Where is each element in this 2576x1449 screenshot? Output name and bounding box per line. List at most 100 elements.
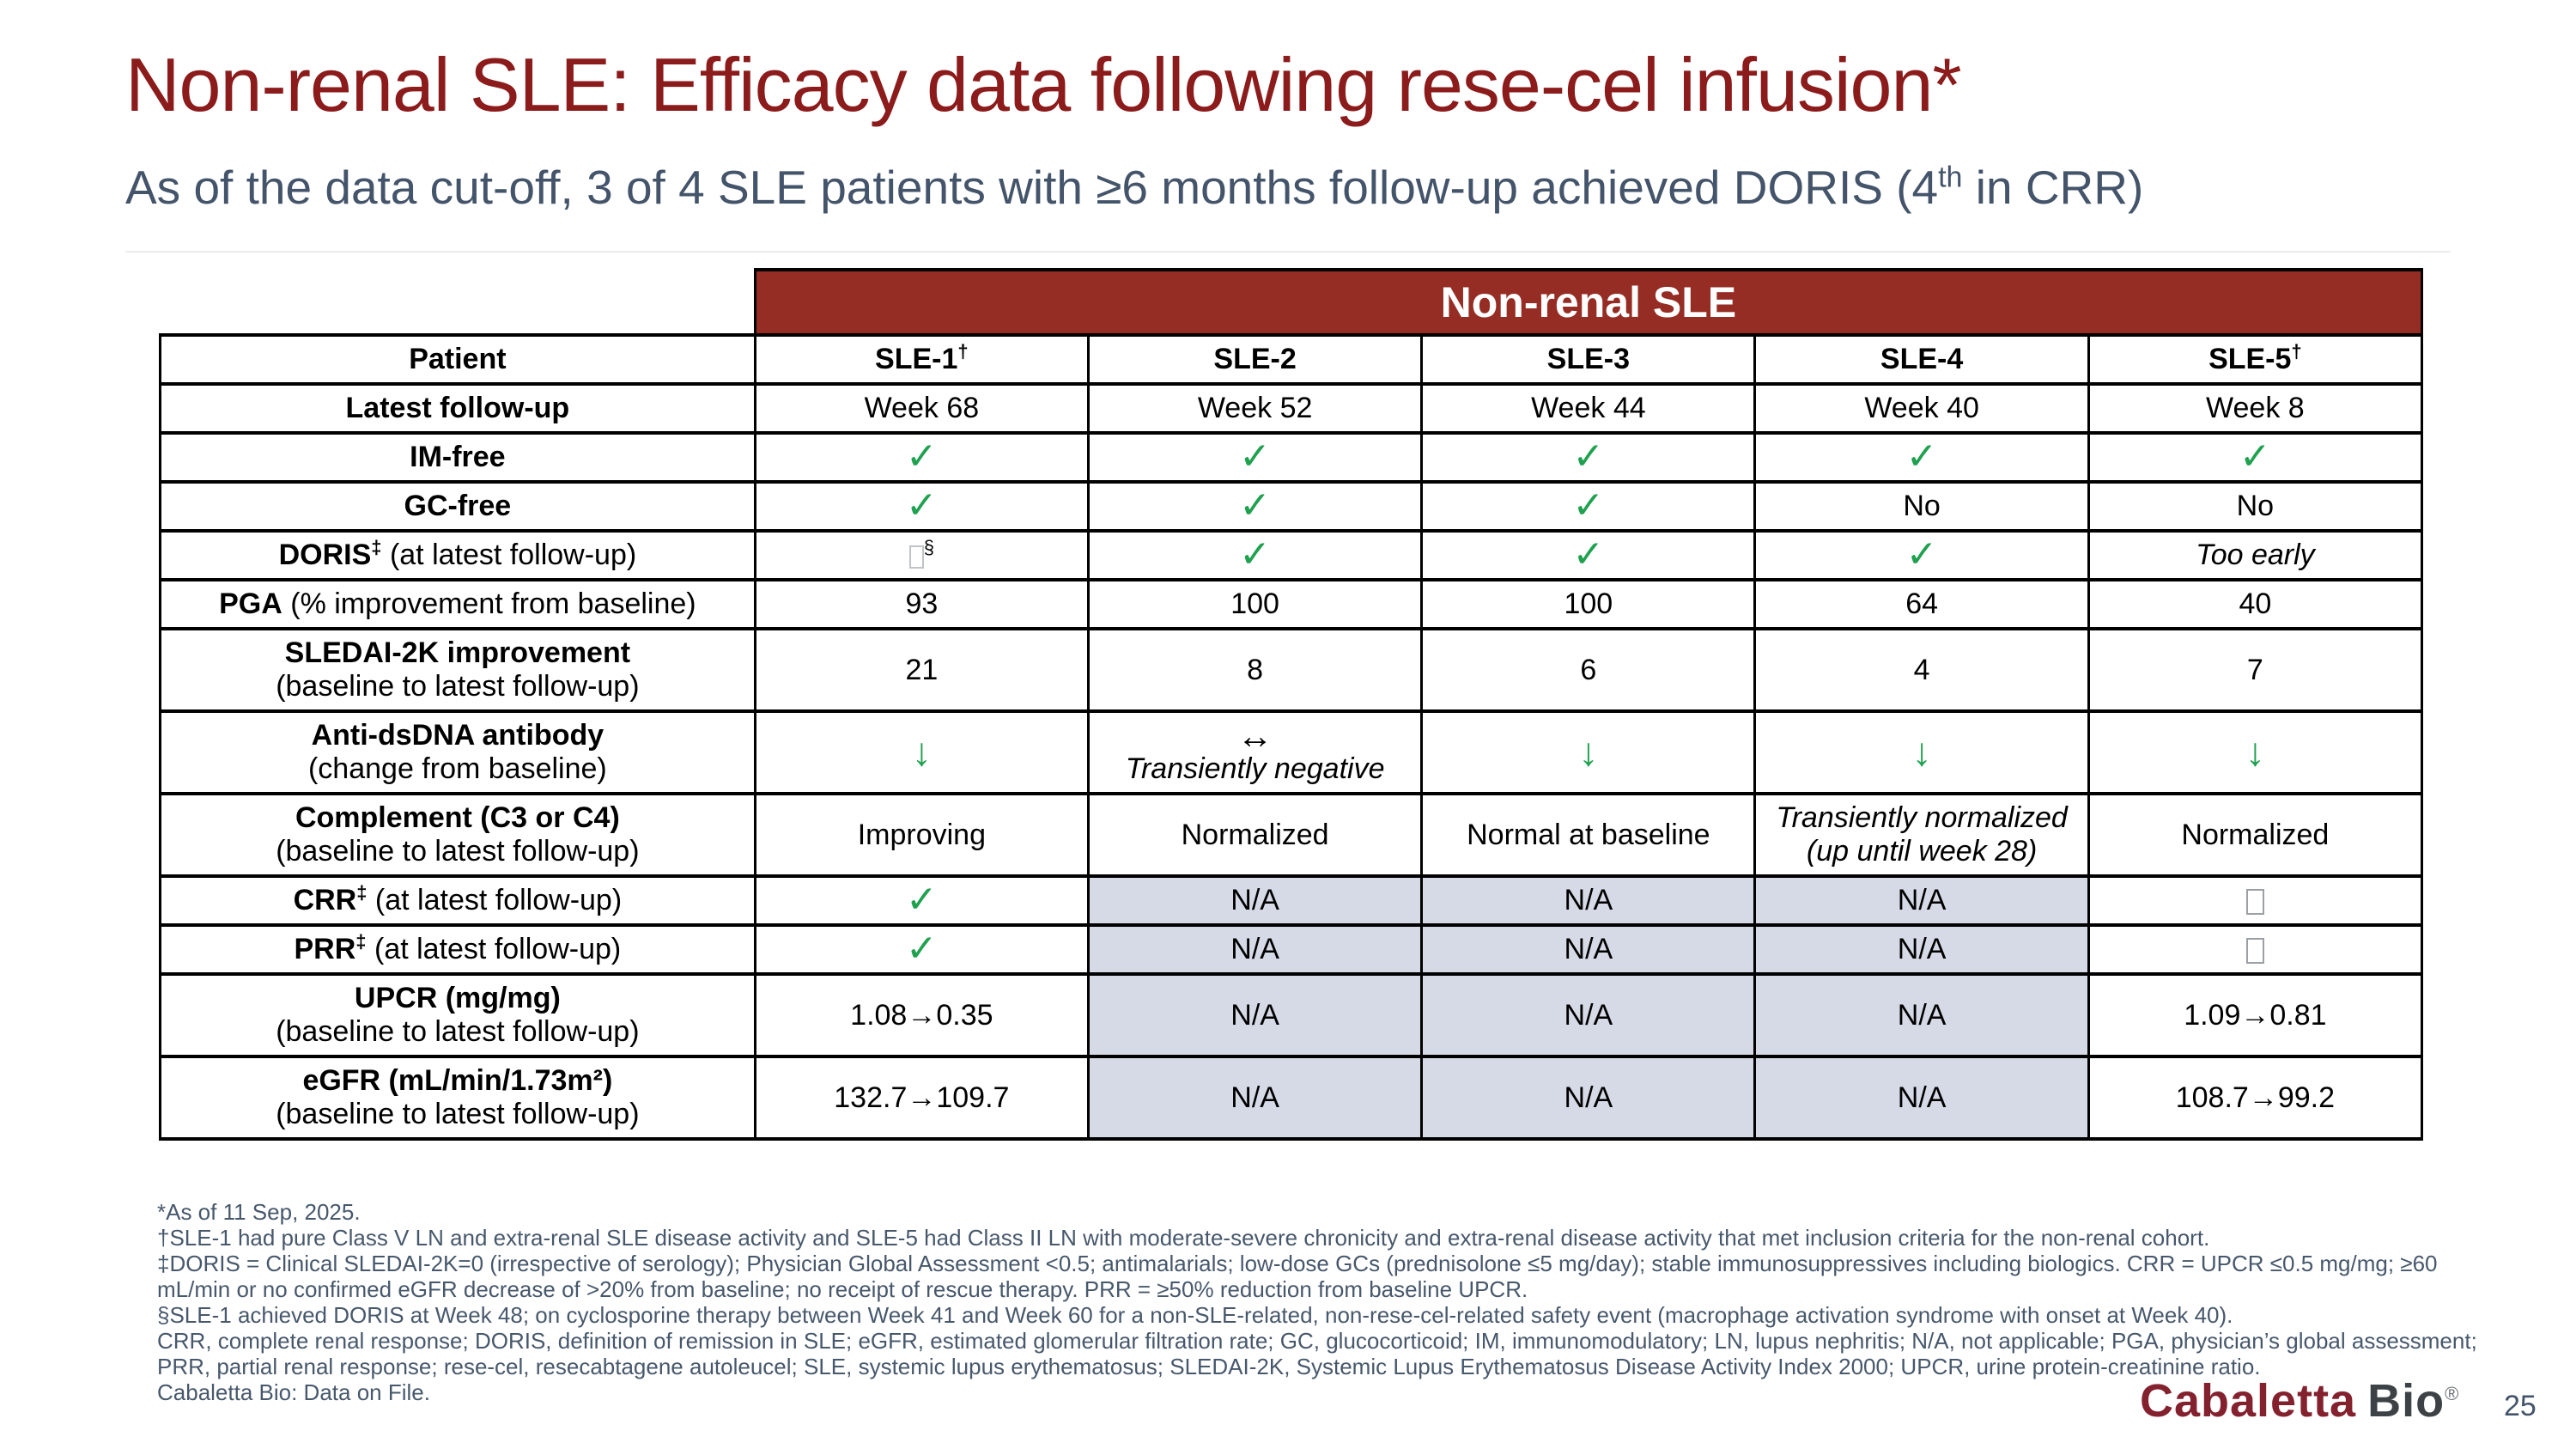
footnote-cohort-criteria: †SLE-1 had pure Class V LN and extra-ren… [157,1225,2210,1251]
header-divider [125,251,2451,253]
column-header-sle-2: SLE-2 [1086,333,1424,386]
row-label-crr: CRR‡ (at latest follow-up) [159,874,756,927]
cell-italic-text: Transiently negative [1125,752,1385,786]
cell-im-free-sle-2: ✓ [1086,431,1424,484]
checkmark-icon: ✓ [1239,533,1272,575]
row-label-sledai-2k: SLEDAI-2K improvement (baseline to latest… [159,627,756,713]
column-header-label: Patient [409,343,507,375]
cell-complement-sle-3: Normal at baseline [1420,792,1757,878]
cell-anti-dsdna-sle-3: ↓ [1420,709,1757,795]
missing-glyph-box [908,545,924,569]
cell-doris-sle-1: § [753,529,1090,581]
checkmark-icon: ✓ [1239,435,1272,478]
cell-egfr-sle-2: N/A [1086,1055,1424,1141]
cell-gc-free-sle-1: ✓ [753,480,1090,533]
cell-prr-sle-1: ✓ [753,923,1090,976]
cell-im-free-sle-1: ✓ [753,431,1090,484]
column-header-label: SLE-4 [1880,343,1964,375]
cell-prr-sle-5 [2087,923,2424,976]
row-label-gc-free: GC-free [159,480,756,533]
cell-sledai-2k-sle-5: 7 [2087,627,2424,713]
cell-italic-line2: (up until week 28) [1806,835,2038,868]
cell-latest-follow-up-sle-5: Week 8 [2087,382,2424,435]
footnote-marker: ‡ [371,536,382,558]
cell-anti-dsdna-sle-4: ↓ [1753,709,2090,795]
subtitle-text-end: in CRR) [1962,161,2144,214]
row-label-im-free: IM-free [159,431,756,484]
column-header-patient: Patient [159,333,756,386]
cell-egfr-sle-4: N/A [1753,1055,2090,1141]
footnote-as-of: *As of 11 Sep, 2025. [157,1199,361,1225]
row-label-anti-dsdna: Anti-dsDNA antibody (change from baseline… [159,709,756,795]
footnote-source: Cabaletta Bio: Data on File. [157,1379,430,1405]
cell-latest-follow-up-sle-1: Week 68 [753,382,1090,435]
page-subtitle: As of the data cut-off, 3 of 4 SLE patie… [125,160,2143,215]
logo-wordmark-bio: Bio [2367,1375,2445,1427]
row-label-bold: SLEDAI-2K improvement [284,636,631,669]
cell-crr-sle-2: N/A [1086,874,1424,927]
cell-complement-sle-1: Improving [753,792,1090,878]
row-doris: DORIS‡ (at latest follow-up) § ✓ ✓ ✓ Too earl… [159,529,2424,581]
cell-doris-sle-5: Too early [2087,529,2424,581]
cell-prr-sle-3: N/A [1420,923,1757,976]
cell-egfr-sle-3: N/A [1420,1055,1757,1141]
row-label-bold: eGFR (mL/min/1.73m²) [302,1064,613,1097]
cell-prr-sle-2: N/A [1086,923,1424,976]
row-complement: Complement (C3 or C4) (baseline to latest… [159,792,2424,878]
row-gc-free: GC-free ✓ ✓ ✓ No No [159,480,2424,533]
registered-trademark-icon: ® [2445,1383,2460,1404]
row-label-bold: DORIS‡ [278,536,382,571]
page-title: Non-renal SLE: Efficacy data following r… [125,42,1962,127]
cell-pga-sle-1: 93 [753,578,1090,630]
row-label-bold: Complement (C3 or C4) [295,801,620,834]
column-header-label: SLE-3 [1546,343,1631,375]
efficacy-table-container: Non-renal SLE Patient SLE-1† SLE-2 SLE-3 SLE-… [159,268,2424,1141]
row-label-complement: Complement (C3 or C4) (baseline to latest… [159,792,756,878]
row-label-bold: Anti-dsDNA antibody [311,719,605,752]
cell-latest-follow-up-sle-3: Week 44 [1420,382,1757,435]
missing-glyph-box [2245,889,2264,916]
row-label-upcr: UPCR (mg/mg) (baseline to latest follow-u… [159,972,756,1058]
row-label-line2: (baseline to latest follow-up) [276,835,640,868]
checkmark-icon: ✓ [2239,435,2271,478]
checkmark-icon: ✓ [905,879,938,921]
cell-crr-sle-3: N/A [1420,874,1757,927]
banner-spacer [160,270,756,335]
banner-row: Non-renal SLE [160,268,2424,337]
footnotes-block: *As of 11 Sep, 2025. †SLE-1 had pure Cla… [157,1199,2503,1405]
cell-upcr-sle-3: N/A [1420,972,1757,1058]
cell-doris-sle-4: ✓ [1753,529,2090,581]
row-label-rest: (at latest follow-up) [381,539,637,571]
checkmark-icon: ✓ [1905,533,1938,575]
row-label-line2: (baseline to latest follow-up) [276,670,640,703]
cell-egfr-sle-1: 132.7→109.7 [753,1055,1090,1141]
row-label-line2: (baseline to latest follow-up) [276,1015,640,1048]
cell-crr-sle-1: ✓ [753,874,1090,927]
row-im-free: IM-free ✓ ✓ ✓ ✓ ✓ [159,431,2424,484]
row-label-bold: CRR‡ [293,881,368,916]
cell-gc-free-sle-5: No [2087,480,2424,533]
column-header-sle-1: SLE-1† [753,333,1090,386]
cell-anti-dsdna-sle-5: ↓ [2087,709,2424,795]
cell-complement-sle-2: Normalized [1086,792,1424,878]
down-arrow-icon: ↓ [911,729,932,774]
row-sledai-2k: SLEDAI-2K improvement (baseline to latest… [159,627,2424,713]
cell-complement-sle-5: Normalized [2087,792,2424,878]
row-label-line2: (baseline to latest follow-up) [276,1098,640,1130]
row-label-bold: Latest follow-up [345,392,570,424]
row-label-doris: DORIS‡ (at latest follow-up) [159,529,756,581]
cell-crr-sle-4: N/A [1753,874,2090,927]
row-upcr: UPCR (mg/mg) (baseline to latest follow-u… [159,972,2424,1058]
checkmark-icon: ✓ [1572,484,1605,527]
column-header-sle-4: SLE-4 [1753,333,2090,386]
row-prr: PRR‡ (at latest follow-up) ✓ N/A N/A N/A [159,923,2424,976]
cell-latest-follow-up-sle-2: Week 52 [1086,382,1424,435]
row-label-bold: GC-free [404,490,512,522]
cell-anti-dsdna-sle-1: ↓ [753,709,1090,795]
dagger-marker: † [957,340,969,362]
column-header-sle-3: SLE-3 [1420,333,1757,386]
down-arrow-icon: ↓ [2245,729,2265,774]
footnote-abbreviations: CRR, complete renal response; DORIS, def… [157,1328,2477,1379]
cell-latest-follow-up-sle-4: Week 40 [1753,382,2090,435]
